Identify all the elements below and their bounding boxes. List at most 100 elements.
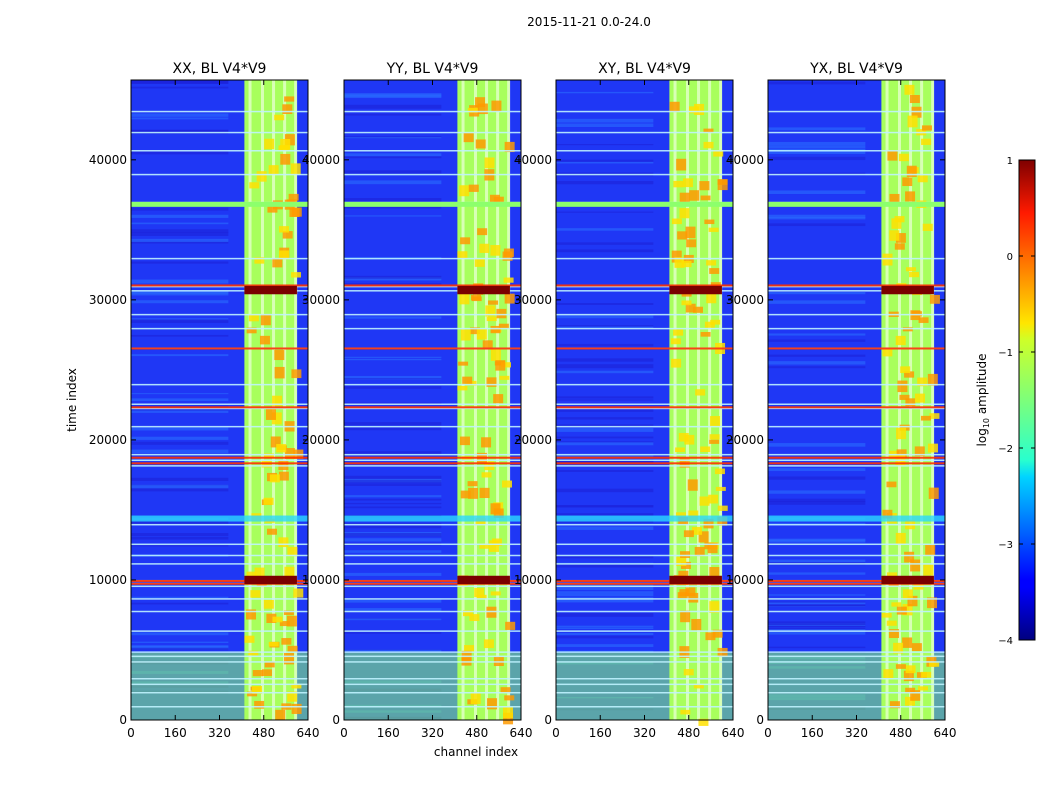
- texture-row: [768, 190, 866, 195]
- band-patch: [249, 182, 260, 189]
- colorbar-tick-label: −1: [998, 348, 1013, 359]
- rfi-row: [131, 705, 308, 708]
- rfi-row: [131, 383, 308, 386]
- x-tick-label: 320: [421, 726, 444, 740]
- panel-1: XX, BL V4*V9 0 160 320 480 640 0 10000 20000 3000…: [89, 61, 320, 740]
- hot-block: [669, 285, 722, 295]
- band-patch: [886, 481, 897, 488]
- channel-stripe: [719, 80, 723, 720]
- texture-row: [768, 354, 866, 357]
- rfi-row: [131, 598, 308, 600]
- panel-title: YY, BL V4*V9: [386, 61, 479, 77]
- texture-row: [344, 198, 442, 202]
- rfi-row: [131, 285, 308, 288]
- panels: XX, BL V4*V9 0 160 320 480 640 0 10000 20000 3000…: [89, 61, 957, 740]
- x-tick-label: 640: [722, 726, 745, 740]
- texture-row: [131, 602, 229, 605]
- channel-stripe: [294, 80, 298, 720]
- rfi-row: [131, 655, 308, 658]
- texture-row: [768, 150, 866, 155]
- band-patch: [895, 233, 906, 243]
- texture-row: [344, 608, 442, 612]
- band-patch: [683, 530, 694, 538]
- texture-row: [131, 81, 229, 84]
- band-patch: [244, 635, 255, 643]
- band-patch: [474, 258, 485, 267]
- band-patch: [920, 415, 931, 421]
- rfi-row: [768, 459, 945, 462]
- band-patch: [911, 643, 922, 651]
- band-patch: [694, 546, 705, 557]
- texture-row: [344, 572, 442, 576]
- band-patch: [275, 709, 286, 721]
- rfi-row: [344, 543, 521, 546]
- band-patch: [491, 100, 502, 112]
- band-patch: [683, 669, 694, 676]
- texture-row: [556, 564, 654, 568]
- band-patch: [679, 589, 690, 597]
- texture-row: [131, 261, 229, 264]
- band-patch: [259, 335, 270, 345]
- rfi-row: [344, 403, 521, 406]
- rfi-row: [768, 585, 945, 588]
- band-patch: [713, 149, 724, 157]
- texture-row: [131, 334, 229, 337]
- band-patch: [717, 179, 728, 185]
- texture-row: [768, 156, 866, 161]
- rfi-row: [768, 150, 945, 152]
- rfi-row: [344, 691, 521, 694]
- band-patch: [675, 512, 686, 517]
- channel-stripe: [897, 80, 901, 720]
- band-patch: [263, 599, 274, 609]
- hot-row: [131, 284, 308, 287]
- colorbar-tick-label: −2: [998, 444, 1013, 455]
- x-tick-label: 0: [552, 726, 560, 740]
- band-patch: [459, 436, 470, 446]
- y-tick-label: 30000: [89, 293, 127, 307]
- x-tick-label: 0: [340, 726, 348, 740]
- band-patch: [698, 718, 709, 726]
- band-patch: [925, 544, 936, 556]
- band-patch: [500, 362, 511, 368]
- band-patch: [467, 481, 478, 487]
- band-patch: [905, 398, 916, 407]
- hot-row: [768, 406, 945, 409]
- band-patch: [893, 642, 904, 654]
- band-patch: [917, 175, 928, 183]
- band-patch: [894, 243, 905, 250]
- y-tick-label: 10000: [302, 573, 340, 587]
- y-tick-label: 20000: [726, 433, 764, 447]
- rfi-row: [556, 691, 733, 694]
- texture-row: [768, 361, 866, 365]
- texture-row: [768, 81, 866, 85]
- rfi-row: [768, 523, 945, 526]
- band-patch: [463, 610, 474, 617]
- band-patch: [469, 614, 480, 622]
- texture-row: [556, 249, 654, 253]
- band-patch: [680, 709, 691, 715]
- texture-row: [344, 206, 442, 209]
- rfi-row: [556, 543, 733, 546]
- band-patch: [460, 237, 471, 245]
- x-tick-label: 160: [589, 726, 612, 740]
- texture-row: [556, 242, 654, 245]
- rfi-row: [556, 131, 733, 134]
- band-patch: [284, 566, 295, 578]
- band-patch: [496, 308, 507, 319]
- y-tick-label: 10000: [514, 573, 552, 587]
- rfi-row: [344, 651, 521, 653]
- rfi-row: [556, 563, 733, 565]
- band-patch: [279, 621, 290, 627]
- y-tick-label: 10000: [726, 573, 764, 587]
- hot-row: [556, 347, 733, 350]
- y-tick-label: 40000: [514, 153, 552, 167]
- texture-row: [131, 596, 229, 599]
- band-patch: [706, 260, 717, 266]
- band-patch: [883, 669, 894, 679]
- band-patch: [281, 638, 292, 645]
- rfi-row: [768, 683, 945, 686]
- rfi-row: [768, 543, 945, 546]
- texture-row: [344, 180, 442, 185]
- rfi-row: [556, 585, 733, 588]
- rfi-row: [768, 655, 945, 658]
